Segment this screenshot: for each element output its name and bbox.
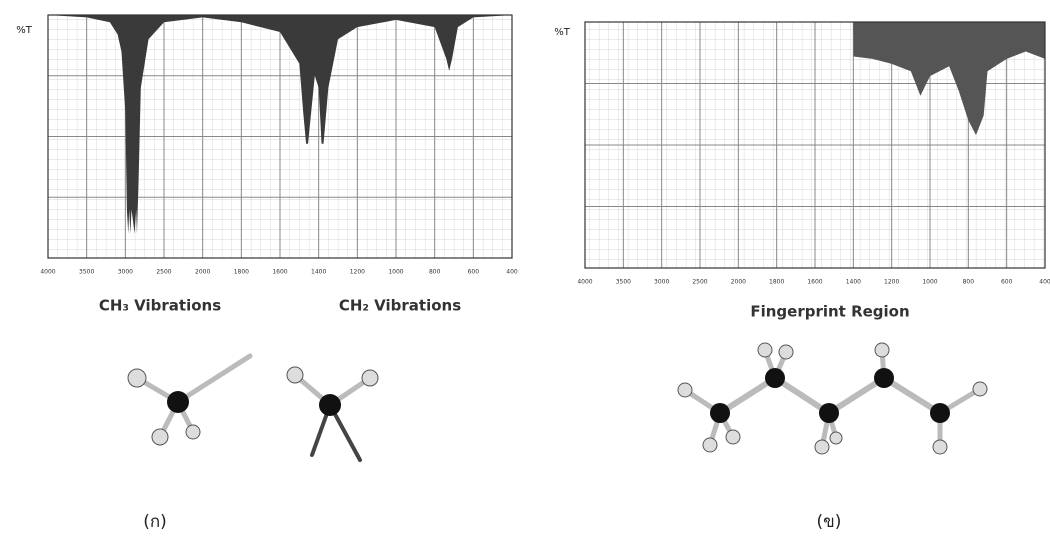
y-axis-label: %T [554, 27, 571, 38]
x-tick-label: 800 [963, 279, 975, 286]
x-tick-label: 1600 [272, 269, 287, 276]
x-tick-label: 3500 [79, 269, 94, 276]
x-tick-label: 2500 [156, 269, 171, 276]
x-tick-label: 1400 [846, 279, 861, 286]
x-tick-label: 1200 [884, 279, 899, 286]
x-tick-label: 600 [468, 269, 480, 276]
x-tick-label: 2000 [731, 279, 746, 286]
caption: CH₂ Vibrations [339, 297, 461, 315]
x-tick-label: 3000 [118, 269, 133, 276]
x-tick-label: 1800 [769, 279, 784, 286]
x-tick-label: 1600 [807, 279, 822, 286]
x-tick-label: 400 [1039, 279, 1050, 286]
x-tick-label: 2000 [195, 269, 210, 276]
x-tick-label: 4000 [577, 279, 592, 286]
x-tick-label: 3500 [616, 279, 631, 286]
figure: 4000 3500 3000 2500 2000 1800 1600 1400 1200 1000… [0, 0, 1050, 540]
ch3-molecule [128, 356, 250, 445]
chain-molecule [678, 343, 987, 454]
x-tick-label: 400 [506, 269, 518, 276]
x-tick-label: 800 [429, 269, 441, 276]
ch2-molecule [287, 367, 378, 460]
x-tick-label: 4000 [40, 269, 55, 276]
caption: CH₃ Vibrations [99, 297, 221, 315]
x-tick-label: 1000 [388, 269, 403, 276]
caption: Fingerprint Region [750, 303, 909, 321]
x-tick-label: 1400 [311, 269, 326, 276]
panel-label: (ข) [817, 512, 842, 532]
y-axis-label: %T [16, 25, 33, 36]
x-tick-label: 2500 [692, 279, 707, 286]
x-tick-label: 1200 [350, 269, 365, 276]
panel-label: (ก) [143, 512, 167, 532]
x-tick-label: 1000 [922, 279, 937, 286]
x-tick-label: 3000 [654, 279, 669, 286]
x-tick-label: 1800 [234, 269, 249, 276]
x-tick-label: 600 [1001, 279, 1013, 286]
